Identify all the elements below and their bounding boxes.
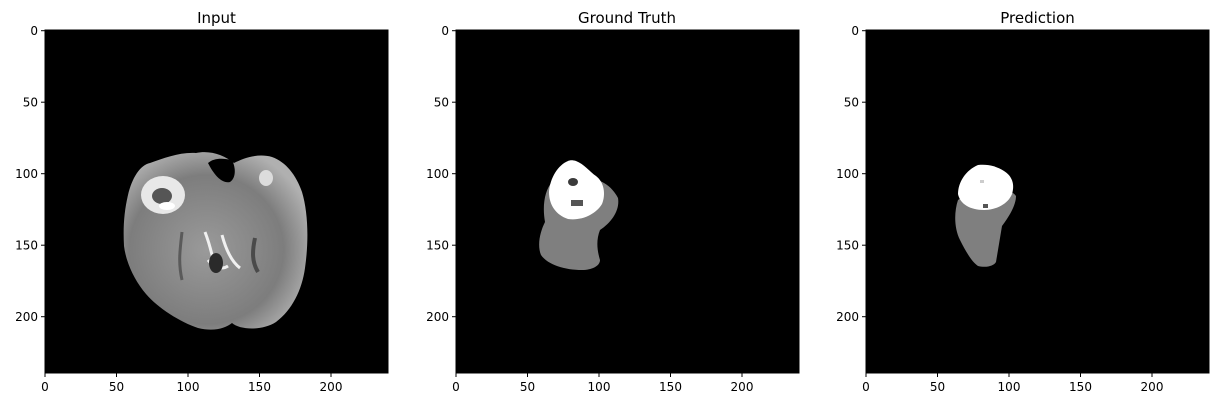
y-tick-label: 100 [15, 167, 38, 181]
brain-sulcus-left [178, 231, 184, 281]
brain-central-fissure [208, 158, 235, 183]
x-tick-label: 150 [659, 380, 682, 394]
panel-ground-truth: Ground Truth 0 50 100 150 200 [426, 9, 800, 394]
x-tick-label: 0 [862, 380, 870, 394]
brain-sulcus-right [251, 237, 260, 274]
x-axis-input: 0 50 100 150 200 [41, 373, 342, 394]
y-axis-input: 0 50 100 150 200 [15, 24, 45, 324]
x-tick-label: 100 [177, 380, 200, 394]
axes-frame [44, 29, 389, 374]
y-tick-label: 50 [844, 96, 859, 110]
mask-region-white [958, 164, 1014, 210]
y-tick-label: 150 [426, 239, 449, 253]
brain-lesion-highlight [159, 202, 175, 210]
x-tick-label: 100 [588, 380, 611, 394]
y-tick-label: 50 [434, 96, 449, 110]
x-tick-label: 150 [1069, 380, 1092, 394]
panel-title-prediction: Prediction [1000, 9, 1075, 27]
mask-region-dark [568, 178, 578, 186]
y-tick-label: 50 [23, 96, 38, 110]
y-tick-label: 150 [836, 239, 859, 253]
image-background [456, 30, 799, 373]
panel-title-ground-truth: Ground Truth [578, 9, 676, 27]
x-tick-label: 50 [109, 380, 124, 394]
y-tick-label: 200 [15, 310, 38, 324]
x-tick-label: 200 [731, 380, 754, 394]
y-tick-label: 200 [836, 310, 859, 324]
y-tick-label: 150 [15, 239, 38, 253]
y-tick-label: 100 [426, 167, 449, 181]
x-tick-label: 0 [41, 380, 49, 394]
x-tick-label: 100 [998, 380, 1021, 394]
x-axis-ground-truth: 0 50 100 150 200 [452, 373, 753, 394]
axes-frame [455, 29, 800, 374]
y-axis-prediction: 0 50 100 150 200 [836, 24, 866, 324]
image-ground-truth [456, 30, 799, 373]
x-tick-label: 0 [452, 380, 460, 394]
brain-bright-spot-right [259, 170, 273, 186]
panel-prediction: Prediction 0 50 100 150 200 0 [836, 9, 1210, 394]
axes-frame [865, 29, 1210, 374]
y-tick-label: 200 [426, 310, 449, 324]
x-tick-label: 50 [930, 380, 945, 394]
image-prediction [866, 30, 1209, 373]
mask-region-dark [571, 200, 583, 206]
mask-region-dark [983, 204, 988, 208]
brain-ventricle [209, 253, 223, 273]
y-tick-label: 0 [441, 24, 449, 38]
image-background [866, 30, 1209, 373]
panel-input: Input 0 50 100 [15, 9, 389, 394]
panel-title-input: Input [197, 9, 236, 27]
mask-region-white [549, 160, 604, 220]
x-tick-label: 150 [248, 380, 271, 394]
mask-region-gray [955, 189, 1016, 267]
brain-lesion-core [152, 188, 172, 204]
y-tick-label: 100 [836, 167, 859, 181]
y-tick-label: 0 [851, 24, 859, 38]
image-input [45, 30, 388, 373]
y-axis-ground-truth: 0 50 100 150 200 [426, 24, 456, 324]
x-axis-prediction: 0 50 100 150 200 [862, 373, 1163, 394]
x-tick-label: 200 [1141, 380, 1164, 394]
mask-region-dark [980, 180, 984, 183]
x-tick-label: 200 [320, 380, 343, 394]
y-tick-label: 0 [30, 24, 38, 38]
x-tick-label: 50 [520, 380, 535, 394]
